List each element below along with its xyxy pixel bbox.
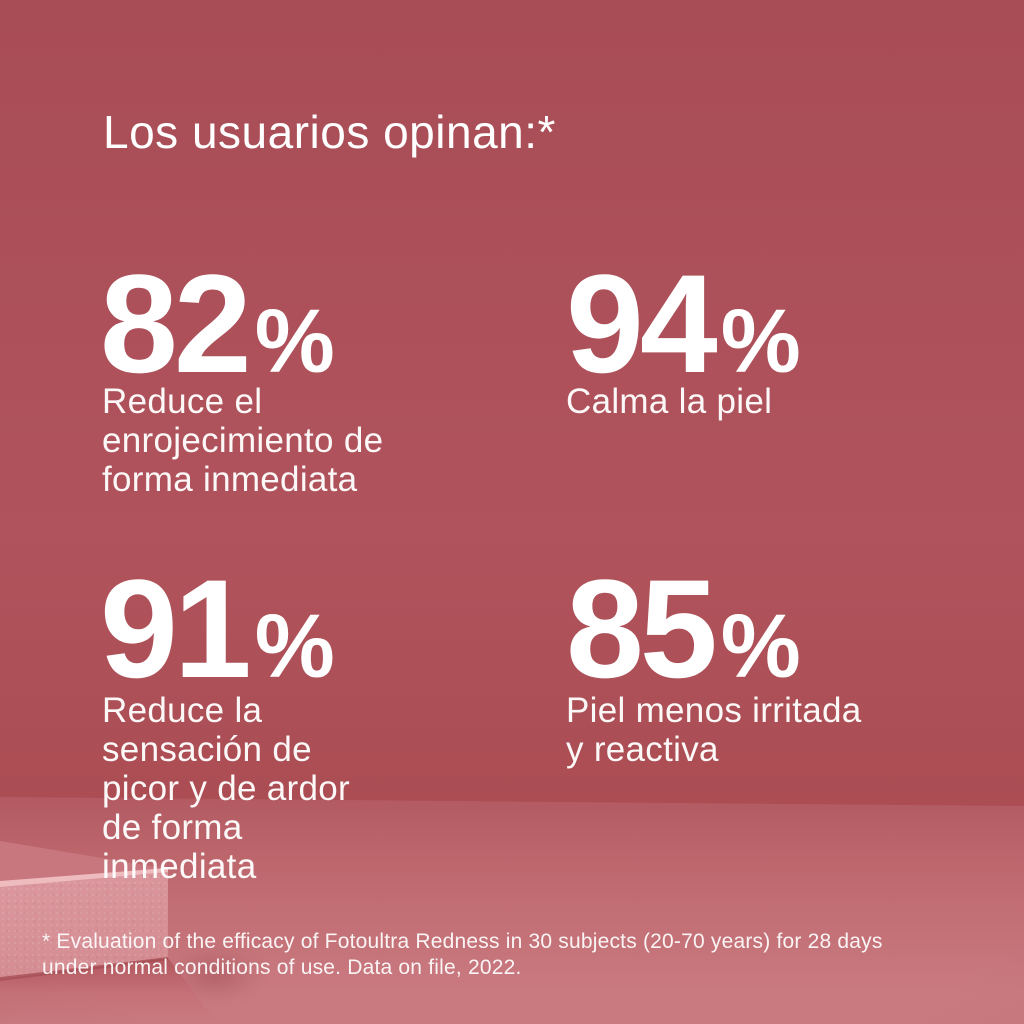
stat-value: 85 (566, 550, 718, 707)
stat-value: 94 (566, 245, 718, 402)
stat-caption: Reduce el enrojecimiento de forma inmedi… (102, 382, 384, 499)
stat-caption: Reduce la sensación de picor y de ardor … (102, 691, 350, 886)
stat-percent-sign: % (254, 597, 335, 697)
stat-value: 82 (100, 245, 252, 402)
stat-percent-sign: % (720, 292, 801, 392)
page-title: Los usuarios opinan:* (103, 106, 556, 158)
pedestal-front-face (0, 872, 168, 977)
stat-percent-sign: % (720, 597, 801, 697)
footnote-disclaimer: * Evaluation of the efficacy of Fotoultr… (42, 930, 883, 979)
stat-value-row: 82% (100, 254, 335, 394)
stat-value-row: 91% (100, 559, 335, 699)
stat-value: 91 (100, 550, 252, 707)
stat-percent-sign: % (254, 292, 335, 392)
stat-value-row: 94% (566, 254, 801, 394)
stat-value-row: 85% (566, 559, 801, 699)
stat-caption: Piel menos irritada y reactiva (566, 691, 862, 769)
stat-caption: Calma la piel (566, 382, 773, 421)
